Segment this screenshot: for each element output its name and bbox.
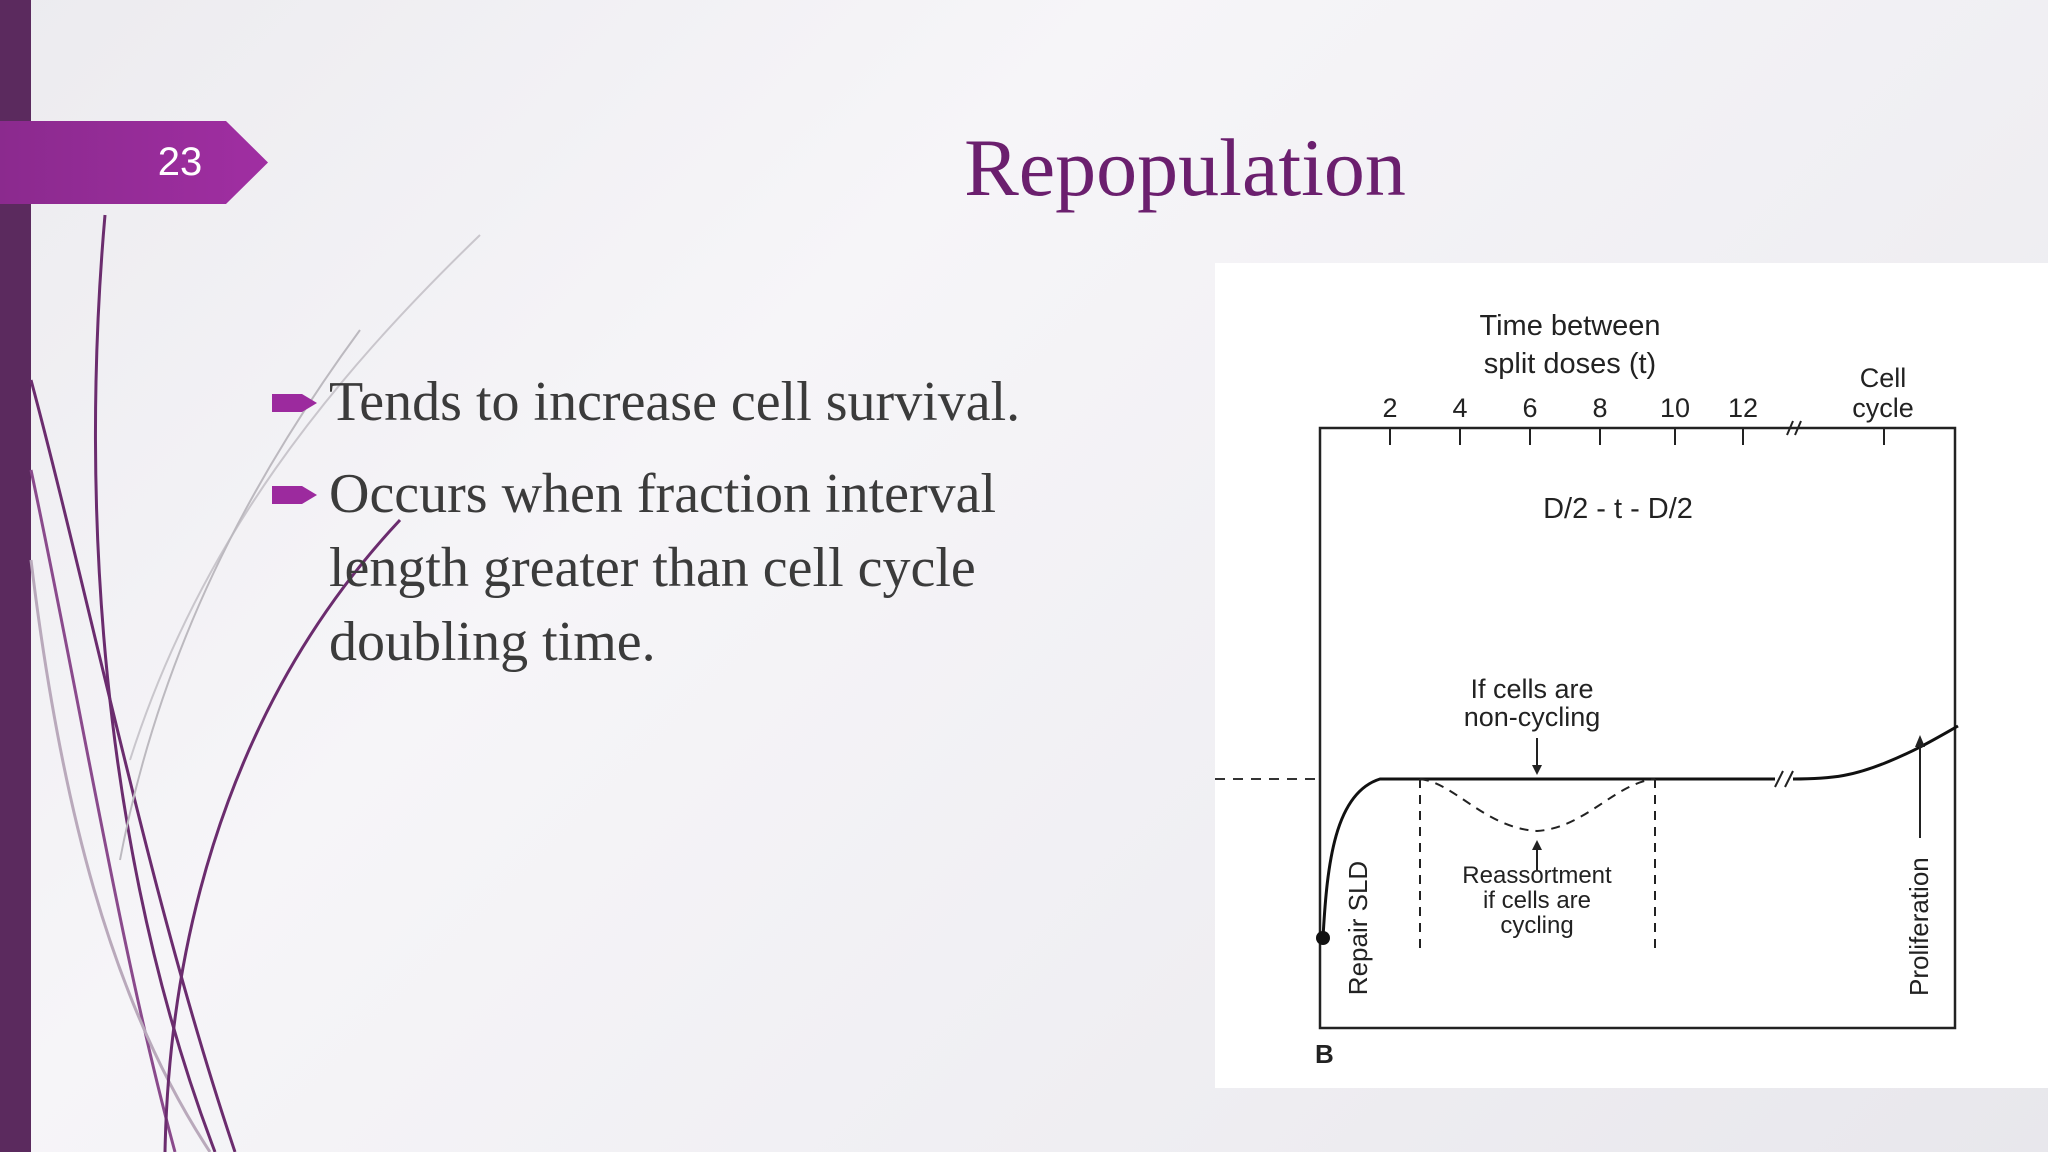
curve-break [1774, 770, 1794, 788]
reassortment-label-line2: if cells are [1483, 887, 1591, 914]
slide-number: 23 [157, 140, 203, 184]
start-dot [1316, 931, 1330, 945]
proliferation-label: Proliferation [1904, 857, 1934, 996]
arrow-bullet-icon [272, 486, 317, 504]
up-arrow-icon [1532, 840, 1542, 870]
proliferation-curve [1792, 724, 1959, 781]
dose-formula: D/2 - t - D/2 [1543, 493, 1693, 525]
split-dose-figure: Time between split doses (t) 2 4 6 8 10 … [1215, 263, 2048, 1088]
slide-number-tab [0, 121, 268, 204]
bullet-item: Tends to increase cell survival. [272, 365, 1122, 439]
tick-label: 10 [1660, 393, 1690, 423]
bullet-text: Tends to increase cell survival. [329, 371, 1021, 433]
tick-label: 12 [1728, 393, 1758, 423]
down-arrow-icon [1532, 738, 1542, 775]
panel-letter: B [1315, 1039, 1334, 1069]
axis-break [1786, 420, 1802, 436]
slide-title: Repopulation [964, 122, 1406, 213]
proliferation-arrow-icon [1915, 735, 1925, 838]
noncycling-label-line2: non-cycling [1464, 702, 1601, 732]
axis-title-line2: split doses (t) [1484, 348, 1656, 380]
tick-label: 2 [1382, 393, 1397, 423]
axis-title: Time between [1479, 310, 1660, 342]
noncycling-label: If cells are [1470, 674, 1593, 704]
reassortment-label: Reassortment [1462, 862, 1612, 889]
split-dose-diagram: Time between split doses (t) 2 4 6 8 10 … [1215, 310, 1959, 1069]
bullet-item: Occurs when fraction interval length gre… [272, 457, 1122, 679]
bullet-list: Tends to increase cell survival. Occurs … [272, 365, 1122, 697]
repair-sld-label: Repair SLD [1343, 861, 1373, 995]
tick-label: 4 [1452, 393, 1467, 423]
decorative-curves [29, 214, 481, 1152]
axis-ticks [1389, 428, 1885, 445]
repair-curve [1321, 777, 1775, 939]
tick-label: 8 [1592, 393, 1607, 423]
cell-cycle-label-line2: cycle [1852, 393, 1914, 423]
tick-label: 6 [1522, 393, 1537, 423]
arrow-bullet-icon [272, 394, 317, 412]
cell-cycle-label: Cell [1860, 363, 1907, 393]
reassortment-label-line3: cycling [1500, 912, 1573, 939]
bullet-text: Occurs when fraction interval length gre… [329, 463, 997, 673]
reassortment-curve [1419, 778, 1656, 833]
